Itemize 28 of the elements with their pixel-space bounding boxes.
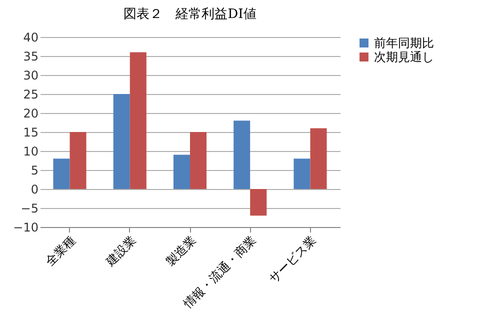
y-tick-label: 15 [23,126,38,140]
y-tick-label: 35 [23,50,38,64]
bar [113,94,130,189]
legend-label: 次期見通し [374,50,434,64]
x-tick-label: 建設業 [102,233,138,270]
bar [234,120,250,189]
y-tick-label: 10 [23,144,38,158]
y-tick-label: 30 [23,68,38,82]
x-tick-label: 全業種 [42,233,78,268]
x-tick-label: 製造業 [163,233,198,268]
y-tick-label: 5 [30,164,38,178]
x-tick-label: サービス業 [266,233,319,286]
y-tick-label: 40 [23,30,38,44]
y-tick-label: 20 [23,106,38,120]
bar [310,128,327,189]
legend-label: 前年同期比 [374,36,434,50]
bar [250,189,267,216]
bar [130,52,146,189]
chart-title: 図表２ 経常利益DI値 [124,7,256,22]
y-tick-label: −5 [20,202,38,216]
bar [53,158,70,189]
y-tick-label: −10 [13,220,38,234]
bar [294,158,310,189]
bar [70,132,86,189]
y-tick-label: 0 [30,182,38,196]
bar [173,154,190,189]
bar [190,132,207,189]
y-tick-label: 25 [23,88,38,102]
